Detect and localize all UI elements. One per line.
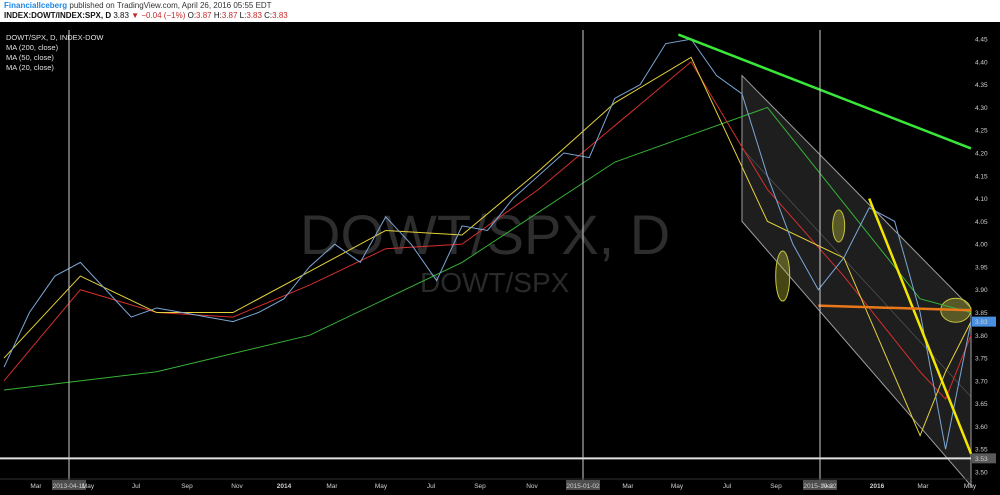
series-line-0	[3, 106, 972, 391]
symbol-name: INDEX:DOWT/INDEX:SPX, D	[4, 11, 112, 20]
yellow-downtrend-line	[868, 198, 973, 455]
x-tick-label-15: Nov	[822, 483, 834, 490]
watermark-sub: DOWT/SPX	[420, 267, 570, 298]
open-label: O:	[187, 11, 197, 20]
date-marker-label-bg-1	[566, 480, 600, 490]
x-tick-label-7: May	[375, 483, 388, 490]
x-tick-label-0: Mar	[30, 483, 42, 490]
x-tick-label-1: May	[82, 483, 95, 490]
y-tick-label-0: 4.45	[975, 37, 988, 44]
x-tick-label-18: May	[964, 483, 977, 490]
y-tick-label-18: 3.55	[975, 447, 988, 454]
regression-channel	[741, 74, 972, 488]
y-tick-label-2: 4.35	[975, 82, 988, 89]
highlight-ellipse-1	[832, 209, 846, 243]
watermark-main: DOWT/SPX, D	[300, 203, 670, 266]
green-downtrend-line	[677, 33, 972, 150]
y-tick-label-12: 3.85	[975, 310, 988, 317]
low-value: 3.83	[246, 11, 262, 20]
author-link[interactable]: FinancialIceberg	[4, 1, 68, 10]
header-bar: FinancialIceberg published on TradingVie…	[0, 0, 1000, 22]
publish-text: published on TradingView.com, April 26, …	[67, 1, 272, 10]
highlight-ellipse-0	[775, 250, 791, 302]
price-chart[interactable]: DOWT/SPX, D DOWT/SPX 2013-04-11 2015-01-0…	[0, 22, 1000, 495]
price-label-bg-0	[972, 316, 996, 327]
series-line-1	[3, 61, 972, 401]
x-tick-label-12: May	[671, 483, 684, 490]
change-down-icon: ▼	[131, 11, 140, 20]
price-label-0: 3.83	[975, 319, 988, 326]
legend-ma200: MA (200, close)	[6, 43, 59, 52]
change-value: −0.04 (−1%)	[141, 11, 186, 20]
legend-title: DOWT/SPX, D, INDEX-DOW	[6, 33, 104, 42]
y-tick-label-8: 4.05	[975, 219, 988, 226]
legend-ma50: MA (50, close)	[6, 53, 54, 62]
x-tick-label-2: Jul	[132, 483, 141, 490]
price-label-1: 3.53	[975, 456, 988, 463]
close-value: 3.83	[272, 11, 288, 20]
date-marker-label-1: 2015-01-02	[566, 483, 600, 490]
high-value: 3.87	[221, 11, 238, 20]
x-tick-label-16: 2016	[870, 483, 885, 490]
x-tick-label-11: Mar	[622, 483, 634, 490]
y-tick-label-1: 4.40	[975, 59, 988, 66]
close-label: C:	[264, 11, 273, 20]
open-value: 3.87	[196, 11, 212, 20]
price-line	[3, 38, 972, 450]
price-label-bg-1	[972, 453, 996, 464]
x-tick-label-8: Jul	[427, 483, 436, 490]
y-tick-label-15: 3.70	[975, 378, 988, 385]
x-tick-label-3: Sep	[181, 483, 193, 490]
y-tick-label-4: 4.25	[975, 128, 988, 135]
y-tick-label-16: 3.65	[975, 401, 988, 408]
y-tick-label-14: 3.75	[975, 356, 988, 363]
drawing-overlay	[741, 74, 972, 488]
x-tick-label-14: Sep	[770, 483, 782, 490]
date-marker-label-0: 2013-04-11	[53, 483, 86, 490]
x-tick-label-5: 2014	[277, 483, 292, 490]
publish-line: FinancialIceberg published on TradingVie…	[4, 1, 272, 10]
high-label: H:	[213, 11, 222, 20]
date-marker-label-2: 2015-10-22	[803, 483, 837, 490]
symbol-quote-line: INDEX:DOWT/INDEX:SPX, D 3.83 ▼ −0.04 (−1…	[4, 11, 288, 20]
y-tick-label-11: 3.90	[975, 287, 988, 294]
x-tick-label-4: Nov	[231, 483, 243, 490]
y-tick-label-9: 4.00	[975, 242, 988, 249]
orange-support-line	[818, 304, 972, 312]
y-tick-label-7: 4.10	[975, 196, 988, 203]
series-layer	[0, 33, 973, 460]
date-marker-layer: 2013-04-11 2015-01-02 2015-10-22	[52, 30, 837, 490]
y-tick-label-5: 4.20	[975, 151, 988, 158]
y-axis[interactable]: 4.45 4.40 4.35 4.30 4.25 4.20 4.15 4.10 4.05 4.00…	[972, 37, 996, 477]
chart-legend: DOWT/SPX, D, INDEX-DOW MA (200, close) M…	[6, 33, 104, 72]
date-marker-label-bg-0	[52, 480, 86, 490]
y-tick-label-19: 3.50	[975, 470, 988, 477]
legend-ma20: MA (20, close)	[6, 63, 54, 72]
y-tick-label-17: 3.60	[975, 424, 988, 431]
x-tick-label-17: Mar	[917, 483, 929, 490]
y-tick-label-6: 4.15	[975, 173, 988, 180]
x-tick-label-9: Sep	[474, 483, 486, 490]
x-tick-label-6: Mar	[326, 483, 338, 490]
low-label: L:	[239, 11, 247, 20]
x-axis[interactable]: Mar May Jul Sep Nov 2014 Mar May Jul Sep Nov Mar May…	[0, 478, 977, 490]
x-tick-label-10: Nov	[526, 483, 538, 490]
last-value: 3.83	[113, 11, 129, 20]
y-tick-label-10: 3.95	[975, 264, 988, 271]
x-tick-label-13: Jul	[723, 483, 732, 490]
y-tick-label-3: 4.30	[975, 105, 988, 112]
y-tick-label-13: 3.80	[975, 333, 988, 340]
date-marker-label-bg-2	[803, 480, 837, 490]
